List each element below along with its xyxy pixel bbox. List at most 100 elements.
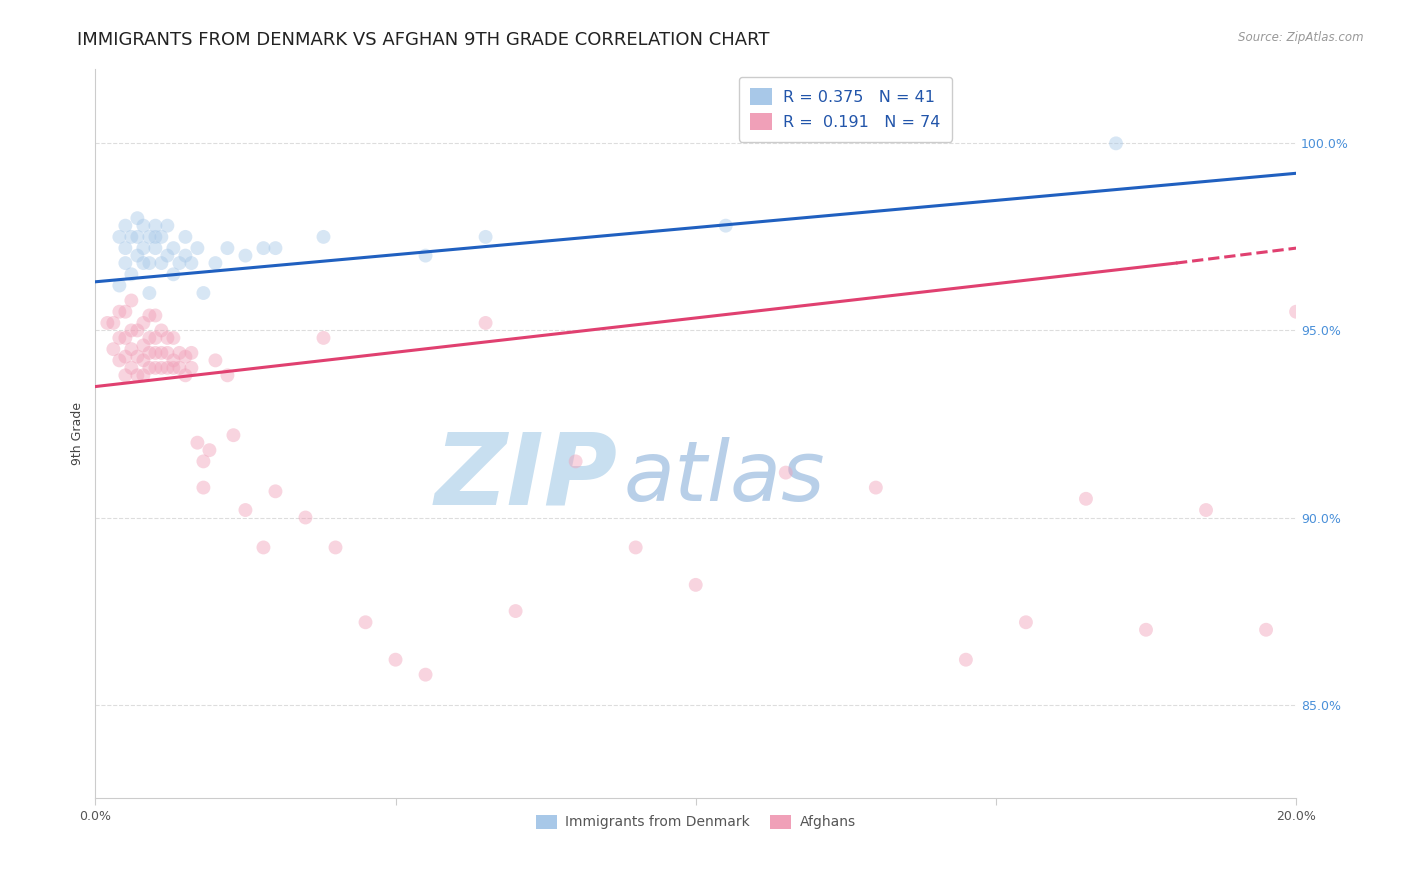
Point [222,428,245,442]
Point [120,293,142,308]
Point [162,241,184,255]
Point [108,353,131,368]
Point [474,230,496,244]
Point [127,211,149,226]
Point [685,578,707,592]
Point [132,256,155,270]
Point [145,331,167,345]
Point [103,316,125,330]
Point [354,615,377,630]
Point [96,316,118,330]
Point [108,331,131,345]
Point [145,346,167,360]
Point [193,285,215,300]
Point [174,230,197,244]
Point [1285,304,1308,318]
Point [1074,491,1097,506]
Point [204,256,226,270]
Point [204,353,226,368]
Point [1015,615,1038,630]
Point [415,667,437,681]
Point [145,219,167,233]
Point [955,653,977,667]
Point [156,360,179,375]
Point [103,342,125,356]
Point [145,230,167,244]
Point [312,331,335,345]
Point [264,241,287,255]
Point [174,368,197,383]
Point [150,256,173,270]
Point [174,249,197,263]
Point [138,309,160,323]
Point [120,360,142,375]
Point [193,454,215,468]
Point [186,435,208,450]
Point [150,230,173,244]
Point [156,346,179,360]
Point [624,541,647,555]
Point [138,360,160,375]
Point [132,338,155,352]
Point [114,219,136,233]
Point [384,653,406,667]
Point [217,241,239,255]
Point [114,331,136,345]
Point [235,503,257,517]
Text: ZIP: ZIP [434,428,617,525]
Point [294,510,316,524]
Point [775,466,797,480]
Point [162,360,184,375]
Point [252,541,274,555]
Point [180,256,202,270]
Point [150,360,173,375]
Point [1105,136,1128,151]
Point [156,249,179,263]
Point [138,230,160,244]
Point [127,249,149,263]
Point [108,230,131,244]
Point [162,331,184,345]
Point [714,219,737,233]
Text: atlas: atlas [624,436,825,517]
Point [132,241,155,255]
Point [174,350,197,364]
Point [1254,623,1277,637]
Point [120,268,142,282]
Point [145,309,167,323]
Point [108,304,131,318]
Point [865,481,887,495]
Text: Source: ZipAtlas.com: Source: ZipAtlas.com [1239,31,1364,45]
Point [114,350,136,364]
Point [132,368,155,383]
Point [415,249,437,263]
Point [162,353,184,368]
Point [114,304,136,318]
Point [114,368,136,383]
Point [150,346,173,360]
Point [252,241,274,255]
Point [180,360,202,375]
Point [120,323,142,337]
Point [127,230,149,244]
Point [145,241,167,255]
Point [138,331,160,345]
Point [114,256,136,270]
Point [127,350,149,364]
Point [138,285,160,300]
Point [162,268,184,282]
Point [505,604,527,618]
Point [132,353,155,368]
Text: IMMIGRANTS FROM DENMARK VS AFGHAN 9TH GRADE CORRELATION CHART: IMMIGRANTS FROM DENMARK VS AFGHAN 9TH GR… [77,31,770,49]
Point [127,323,149,337]
Point [108,278,131,293]
Point [156,331,179,345]
Point [138,256,160,270]
Point [145,360,167,375]
Point [169,346,191,360]
Point [180,346,202,360]
Point [312,230,335,244]
Point [217,368,239,383]
Point [186,241,208,255]
Point [169,360,191,375]
